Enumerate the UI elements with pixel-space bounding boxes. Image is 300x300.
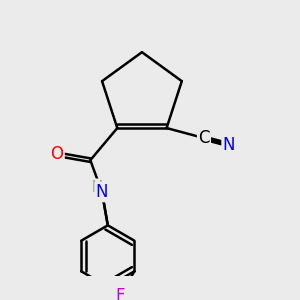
Text: C: C — [198, 129, 210, 147]
Text: N: N — [96, 183, 108, 201]
Text: H: H — [92, 180, 103, 195]
Text: F: F — [116, 287, 125, 300]
Text: N: N — [223, 136, 235, 154]
Text: O: O — [50, 145, 64, 163]
